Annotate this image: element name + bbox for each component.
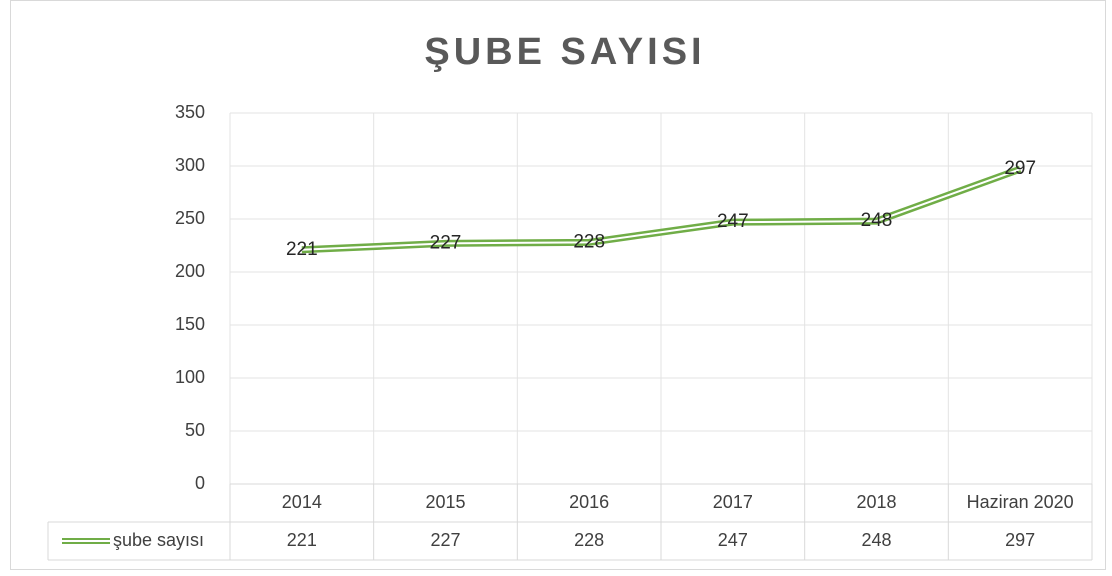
y-tick-label: 50: [185, 420, 205, 440]
data-label: 248: [861, 210, 893, 231]
data-label: 227: [430, 232, 462, 253]
chart-title: ŞUBE SAYISI: [424, 31, 705, 73]
table-value: 228: [574, 530, 604, 550]
data-label: 221: [286, 239, 318, 260]
y-tick-label: 150: [175, 314, 205, 334]
x-tick-label: 2018: [856, 492, 896, 512]
legend-label: şube sayısı: [113, 530, 204, 550]
table-value: 227: [430, 530, 460, 550]
table-value: 297: [1005, 530, 1035, 550]
y-tick-label: 100: [175, 367, 205, 387]
y-tick-label: 200: [175, 261, 205, 281]
series-line-inner: [301, 168, 1021, 251]
x-tick-label: 2015: [425, 492, 465, 512]
y-tick-label: 300: [175, 155, 205, 175]
y-tick-label: 250: [175, 208, 205, 228]
data-label: 228: [573, 231, 605, 252]
x-tick-label: 2017: [713, 492, 753, 512]
table-value: 248: [861, 530, 891, 550]
chart-border: [10, 0, 1106, 570]
table-value: 247: [718, 530, 748, 550]
table-value: 221: [287, 530, 317, 550]
data-label: 297: [1004, 158, 1036, 179]
x-tick-label: 2014: [282, 492, 322, 512]
x-tick-label: 2016: [569, 492, 609, 512]
data-label: 247: [717, 211, 749, 232]
y-tick-label: 0: [195, 473, 205, 493]
y-tick-label: 350: [175, 102, 205, 122]
x-tick-label: Haziran 2020: [967, 492, 1074, 512]
